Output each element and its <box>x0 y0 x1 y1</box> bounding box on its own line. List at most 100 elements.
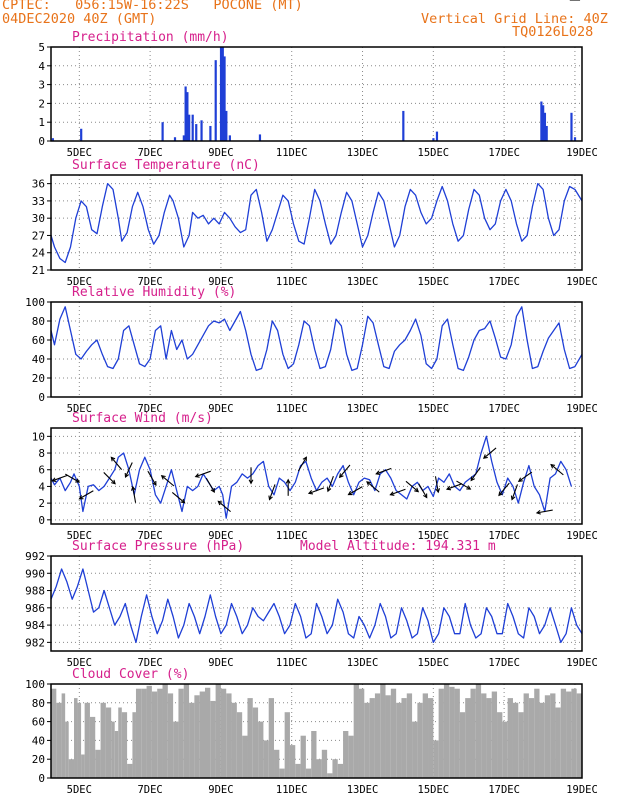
wind-arrow <box>103 472 116 485</box>
plot-frame <box>50 683 583 779</box>
cloud-column <box>491 691 498 778</box>
x-tick-label: 5DEC <box>67 657 92 669</box>
cloud-column <box>422 693 429 778</box>
wind-arrow <box>339 464 351 478</box>
cloud-column <box>242 735 248 778</box>
cloud-column <box>111 721 115 778</box>
precip-bar <box>432 138 435 141</box>
cloud-column <box>215 684 221 778</box>
x-tick-label: 15DEC <box>418 403 450 415</box>
wind-arrow <box>195 470 211 478</box>
wind-arrow <box>483 447 497 459</box>
wind-series-line <box>50 435 573 519</box>
x-tick-label: 5DEC <box>67 530 92 542</box>
x-tick-label: 7DEC <box>137 147 162 159</box>
cloud-column <box>401 698 407 778</box>
cloud-column <box>523 693 529 778</box>
cloud-column <box>247 698 253 778</box>
cloud-column <box>539 702 545 778</box>
cloud-column <box>300 735 306 778</box>
wind-arrow-head <box>375 470 381 476</box>
cloud-column <box>311 731 317 778</box>
y-tick-label: 100 <box>25 296 45 309</box>
cloud-column <box>571 688 577 778</box>
cloud-column <box>74 698 78 778</box>
x-tick-label: 17DEC <box>488 276 520 288</box>
precip-title: Precipitation (mm/h) <box>72 30 229 45</box>
cloud-column <box>252 707 259 778</box>
precip-bar <box>80 128 83 141</box>
wind-arrow-head <box>180 498 186 504</box>
wind-arrow <box>161 475 175 487</box>
x-tick-label: 11DEC <box>276 530 308 542</box>
wind-arrow-head <box>131 485 136 491</box>
wind-arrow-head <box>110 456 116 462</box>
x-tick-label: 13DEC <box>347 403 379 415</box>
x-tick-label: 7DEC <box>137 784 162 796</box>
y-tick-label: 982 <box>25 636 45 649</box>
x-tick-label: 15DEC <box>418 657 450 669</box>
cloud-column <box>412 721 418 778</box>
precip-bar <box>543 112 547 141</box>
wind-panel: 5DEC 7DEC 9DEC 11DEC 13DEC 15DEC 17DEC 19DEC024… <box>32 0 598 542</box>
wind-title: Surface Wind (m/s) <box>72 411 213 426</box>
y-tick-label: 990 <box>25 567 45 580</box>
wind-arrow <box>52 474 68 482</box>
wind-arrow-head <box>268 495 273 501</box>
rh-panel: 5DEC 7DEC 9DEC 11DEC 13DEC 15DEC 17DEC 19DEC 0 20… <box>25 285 598 415</box>
cloud-column <box>353 684 359 778</box>
y-tick-label: 24 <box>32 247 46 260</box>
x-tick-label: 19DEC <box>566 276 598 288</box>
x-tick-label: 9DEC <box>208 147 233 159</box>
precip-bar <box>184 86 187 141</box>
wind-arrow-head <box>466 485 472 490</box>
cloud-column <box>518 712 524 778</box>
x-tick-label: 5DEC <box>67 403 92 415</box>
y-tick-label: 80 <box>32 315 45 328</box>
cloud-column <box>428 698 434 778</box>
cloud-column <box>61 693 66 778</box>
x-tick-label: 17DEC <box>488 784 520 796</box>
cloud-column <box>396 702 402 778</box>
cloud-column <box>65 721 69 778</box>
cloud-column <box>77 702 82 778</box>
precip-bar <box>540 101 543 141</box>
wind-arrow-head <box>422 493 428 499</box>
precip-bar <box>435 131 439 141</box>
precip-bar <box>186 92 189 141</box>
wind-arrow-head <box>124 472 130 479</box>
wind-arrow-head <box>517 477 523 482</box>
plot-frame <box>50 46 583 142</box>
y-tick-label: 2 <box>38 497 45 510</box>
x-tick-label: 17DEC <box>488 403 520 415</box>
x-tick-label: 9DEC <box>208 403 233 415</box>
cloud-column <box>555 707 561 778</box>
cloud-column <box>236 712 243 778</box>
pres-series-line <box>50 568 583 644</box>
cloud-column <box>576 693 582 778</box>
y-tick-label: 0 <box>38 514 45 527</box>
wind-arrow-head <box>535 509 541 515</box>
pres-title: Surface Pressure (hPa) <box>72 539 244 554</box>
wind-arrow <box>434 476 439 493</box>
cloud-column <box>146 685 152 778</box>
y-tick-label: 30 <box>32 212 45 225</box>
y-tick-label: 33 <box>32 195 45 208</box>
cloud-column <box>449 686 455 778</box>
wind-arrow-head <box>470 476 476 482</box>
cloud-column <box>390 688 397 778</box>
cloud-column <box>560 688 567 778</box>
wind-arrow-head <box>347 490 353 496</box>
wind-arrow-head <box>326 487 332 493</box>
cloud-column <box>118 707 122 778</box>
wind-arrow-head <box>285 478 291 484</box>
y-tick-label: 1 <box>38 116 45 129</box>
wind-arrow <box>171 492 185 504</box>
cloud-column <box>470 688 476 778</box>
cloud-column <box>279 768 285 778</box>
cloud-column <box>332 759 338 778</box>
y-tick-label: 4 <box>38 480 45 493</box>
cloud-column <box>343 731 349 778</box>
precip-bar <box>402 110 405 141</box>
y-tick-label: 0 <box>38 135 45 148</box>
